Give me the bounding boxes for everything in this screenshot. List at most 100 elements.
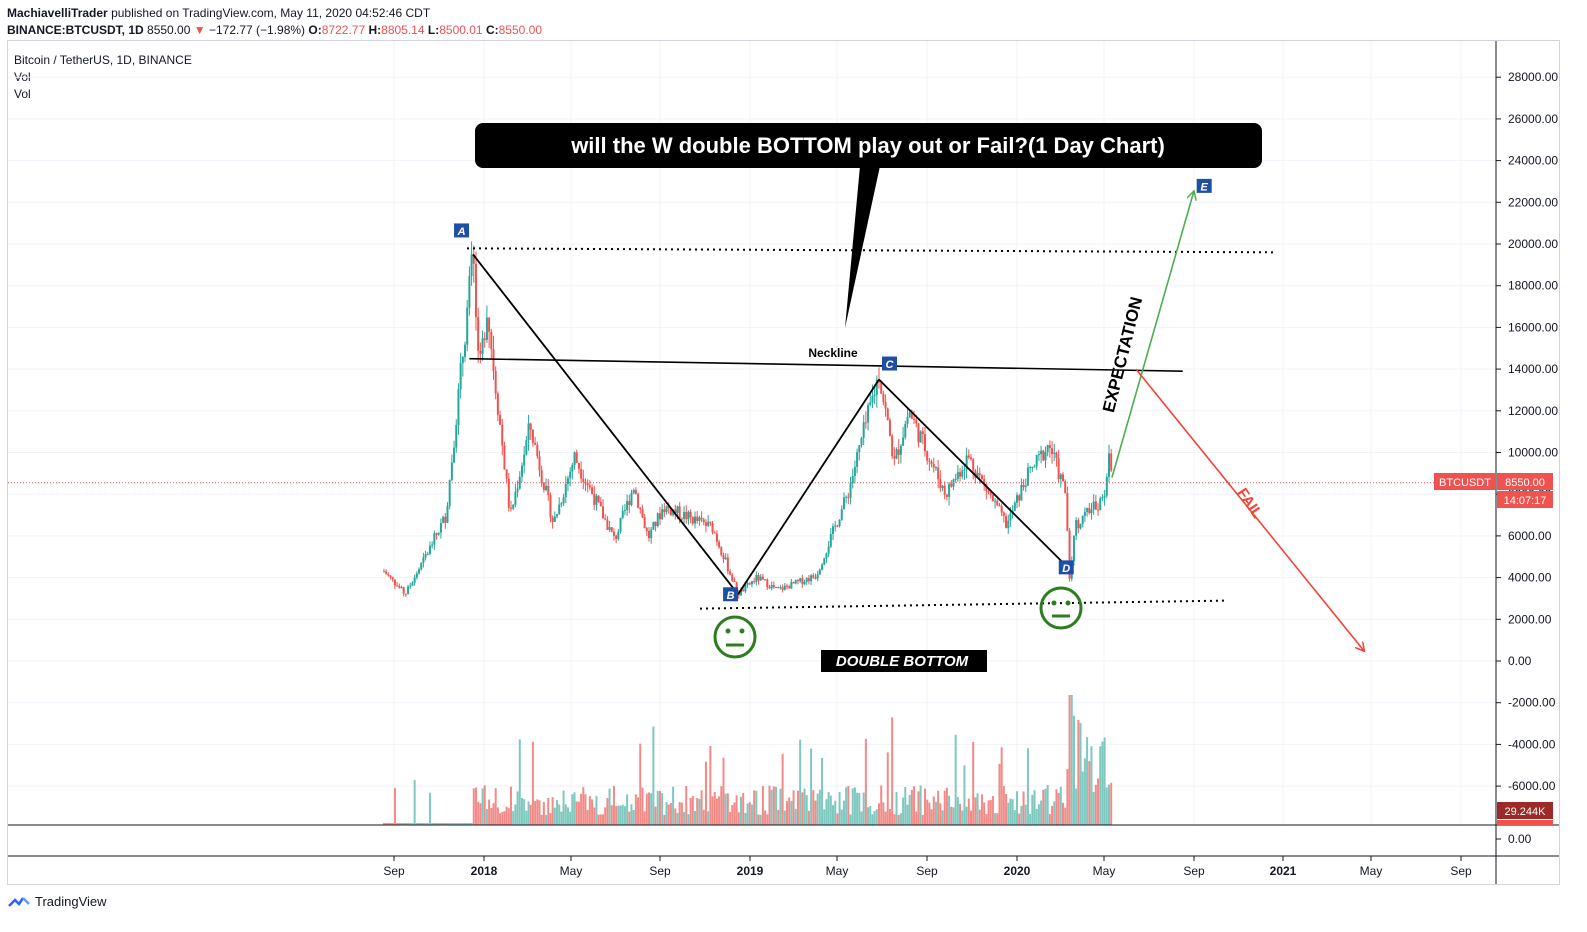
- candle-body: [781, 587, 784, 590]
- volume-bar: [525, 810, 528, 825]
- candle-body: [439, 522, 442, 533]
- volume-bar: [744, 812, 747, 825]
- candle-body: [571, 465, 574, 472]
- candle-body: [415, 573, 418, 578]
- volume-bar: [1066, 769, 1069, 825]
- candle-body: [391, 577, 394, 580]
- candle-body: [709, 521, 712, 524]
- candle-body: [1000, 506, 1003, 513]
- volume-bar: [461, 823, 464, 825]
- volume-bar: [479, 803, 482, 825]
- time-tick-label: Sep: [1183, 864, 1205, 878]
- volume-bar: [906, 804, 909, 825]
- volume-bar: [1040, 800, 1043, 825]
- volume-bar: [529, 804, 532, 825]
- candle-body: [829, 534, 832, 547]
- w-pattern-leg[interactable]: [878, 378, 1073, 572]
- candle-body: [597, 495, 600, 502]
- candle-body: [431, 544, 434, 546]
- symbol-tag-label: BTCUSDT: [1439, 477, 1491, 489]
- candle-body: [433, 533, 436, 545]
- resistance-dotted-line[interactable]: [466, 247, 1276, 254]
- w-pattern-leg[interactable]: [737, 379, 880, 595]
- volume-bar: [825, 799, 828, 825]
- candle-body: [525, 440, 528, 455]
- candle-body: [1005, 516, 1008, 528]
- candle-body: [652, 521, 655, 530]
- candle-body: [967, 455, 970, 458]
- candle-body: [733, 581, 736, 583]
- price-tick-label: 16000.00: [1508, 320, 1558, 334]
- volume-bar: [433, 823, 436, 825]
- volume-bar: [564, 804, 567, 825]
- volume-bar: [788, 797, 791, 825]
- volume-bar: [628, 811, 631, 825]
- neutral-face-icon: [1039, 586, 1083, 630]
- candle-body: [1026, 467, 1029, 486]
- fail-arrow[interactable]: [1135, 368, 1364, 650]
- volume-bar: [551, 797, 554, 825]
- volume-bar: [569, 811, 572, 825]
- candle-body: [812, 575, 815, 578]
- w-pattern-leg[interactable]: [472, 253, 739, 595]
- volume-bar: [577, 801, 580, 825]
- candle-body: [1029, 467, 1032, 469]
- volume-bar: [619, 805, 622, 825]
- candle-body: [512, 504, 515, 509]
- volume-bar: [1042, 789, 1045, 825]
- volume-bar: [630, 804, 633, 825]
- candle-body: [591, 487, 594, 494]
- volume-bar: [1059, 786, 1062, 825]
- volume-bar: [413, 780, 416, 825]
- candle-body: [669, 508, 672, 515]
- volume-bar: [799, 739, 802, 825]
- volume-bar: [1033, 790, 1036, 825]
- candle-body: [474, 263, 477, 318]
- candle-body: [573, 452, 576, 466]
- volume-bar: [996, 813, 999, 825]
- volume-bar: [494, 788, 497, 825]
- price-axis[interactable]: 28000.00 26000.00 24000.00 22000.00 20000.00…: [1496, 70, 1558, 846]
- volume-bar: [838, 791, 841, 825]
- expectation-arrow[interactable]: [1111, 192, 1194, 478]
- candle-body: [1064, 481, 1067, 494]
- volume-bar: [886, 752, 889, 825]
- tradingview-logo[interactable]: TradingView: [8, 894, 107, 909]
- volume-bar: [761, 786, 764, 825]
- volume-bar: [860, 811, 863, 825]
- volume-bar: [956, 797, 959, 825]
- volume-bar: [512, 810, 515, 825]
- candle-body: [882, 393, 885, 403]
- chart-frame: [7, 40, 1560, 885]
- candle-body: [720, 547, 723, 556]
- candle-body: [1024, 485, 1027, 488]
- volume-bar: [534, 801, 537, 825]
- point-label-box: [454, 223, 470, 238]
- volume-bar: [439, 823, 442, 825]
- volume-bar: [617, 805, 620, 825]
- candle-body: [393, 579, 396, 586]
- candle-body: [536, 444, 539, 457]
- author-name[interactable]: MachiavelliTrader: [7, 6, 108, 20]
- support-dotted-line[interactable]: [699, 599, 1226, 610]
- candle-body: [961, 470, 964, 477]
- candle-body: [584, 481, 587, 483]
- candle-body: [1018, 495, 1021, 501]
- candle-body: [529, 423, 532, 430]
- volume-bar: [435, 823, 438, 825]
- expectation-label-group: EXPECTATION: [1099, 295, 1146, 414]
- volume-bar: [766, 814, 769, 825]
- time-axis[interactable]: Sep 2018 May Sep 2019 May Sep 2020 May Sep 2021 May…: [383, 856, 1472, 878]
- candle-body: [492, 349, 495, 371]
- volume-bar: [783, 810, 786, 825]
- volume-bar: [1055, 789, 1058, 825]
- volume-bar: [965, 806, 968, 825]
- volume-bar: [847, 785, 850, 825]
- candle-body: [740, 589, 743, 596]
- volume-bar: [989, 799, 992, 825]
- neckline-line[interactable]: [469, 357, 1183, 372]
- candle-body: [862, 422, 865, 439]
- candle-body: [742, 589, 745, 592]
- volume-bar: [718, 796, 721, 825]
